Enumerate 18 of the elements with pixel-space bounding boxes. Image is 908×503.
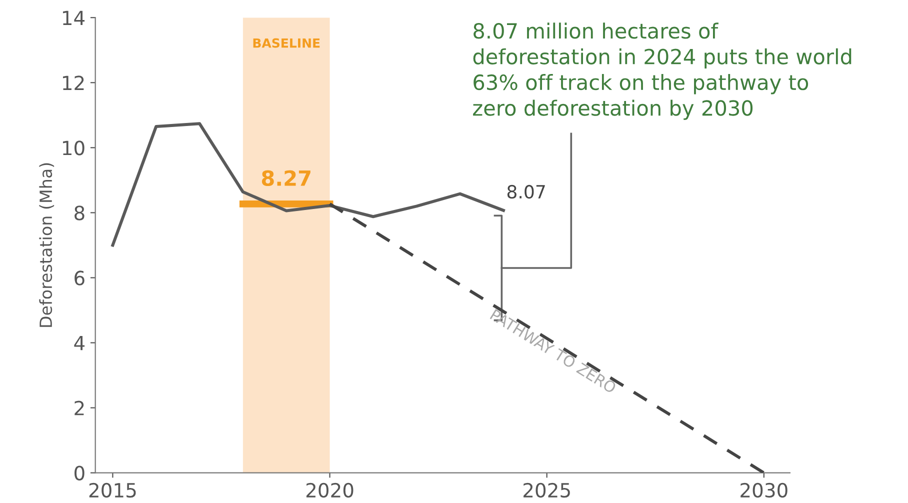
y-tick-label: 2 <box>74 400 84 416</box>
annotation: 8.07 million hectares of deforestation in 2024 puts the world 63% off track on the pathway to zero deforestation by 2030 <box>473 22 852 120</box>
y-tick-label: 8 <box>74 206 84 220</box>
x-tick-label: 2015 <box>89 482 136 498</box>
line-series <box>111 122 505 247</box>
x-tick-label: 2020 <box>306 482 354 498</box>
band-label: BASELINE <box>253 38 320 48</box>
y-tick-label: 4 <box>74 336 85 350</box>
y-tick-label: 6 <box>74 270 84 286</box>
annotation: 8.07 <box>507 184 545 199</box>
x-tick-label: 2030 <box>740 482 788 498</box>
y-tick-label: 12 <box>63 76 84 90</box>
y-tick-label: 0 <box>74 466 84 480</box>
y-tick-label: 14 <box>63 10 85 25</box>
x-tick-label: 2025 <box>524 482 570 498</box>
y-tick-label: 10 <box>63 140 84 156</box>
y-axis-title: Deforestation (Mha) <box>39 163 54 327</box>
annotation: 8.27 <box>262 170 310 186</box>
